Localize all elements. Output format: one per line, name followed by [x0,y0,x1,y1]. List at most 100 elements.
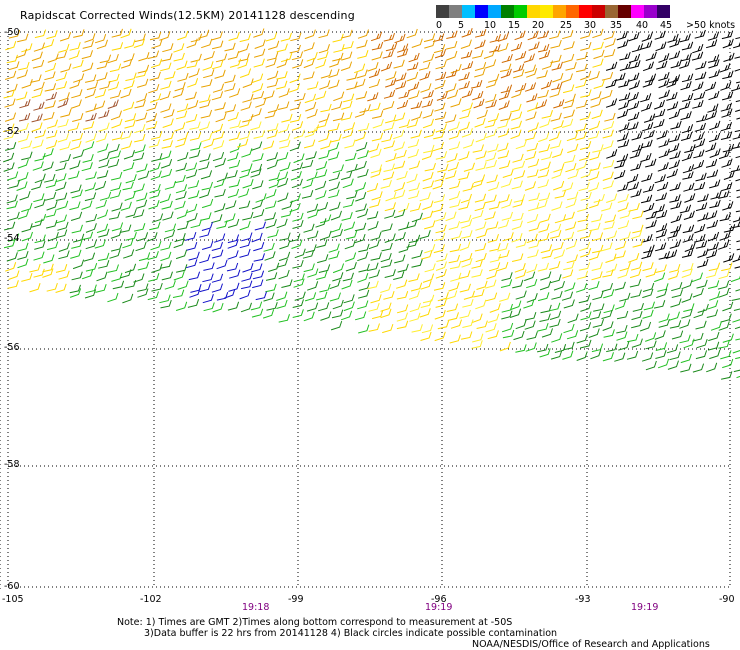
wind-barb [527,30,539,41]
wind-barb [18,61,30,71]
wind-barb [707,31,720,41]
wind-barb [109,150,121,160]
wind-barb [524,64,536,74]
wind-barb [553,180,565,191]
wind-barb [8,211,20,221]
wind-barb [631,311,643,321]
wind-barb [159,31,171,41]
wind-barb [96,60,109,70]
wind-barb [242,93,254,103]
wind-barb [59,32,72,42]
wind-barb [643,129,655,140]
wind-barb [668,74,681,84]
wind-barb [175,249,188,260]
wind-barb [537,89,549,99]
wind-barb [692,332,704,342]
wind-barb [15,48,28,59]
wind-barb [111,272,123,282]
wind-barb [98,159,110,169]
wind-barb [561,291,574,301]
wind-barb [29,263,41,273]
wind-barb [122,293,134,304]
wind-barb [146,101,158,112]
wind-barb [201,181,213,191]
wind-barb [255,291,267,301]
wind-barb [614,169,626,180]
wind-barb [540,271,552,281]
wind-barb [658,313,670,323]
wind-barb [498,249,510,259]
wind-barb [435,261,447,271]
wind-barb [540,244,553,254]
wind-barb [718,340,730,349]
wind-barb [125,72,137,82]
wind-barb [424,263,436,273]
wind-barb [72,149,85,159]
wind-barb [46,139,58,150]
wind-barb [406,219,418,229]
wind-barb [201,221,213,231]
wind-barb [344,239,356,250]
wind-barb [6,54,18,64]
wind-barb [160,168,173,178]
wind-barb [381,223,393,232]
wind-barb [422,180,434,190]
wind-barb [671,289,683,298]
wind-barb [722,70,734,80]
wind-barb [538,132,550,143]
wind-barb [708,331,720,342]
wind-barb [548,30,561,40]
wind-barb [200,170,213,180]
wind-barb [108,211,121,220]
wind-barb [69,201,81,211]
wind-barb [527,122,539,133]
wind-barb [17,209,29,220]
wind-barb [681,268,693,278]
wind-barb [239,33,251,43]
wind-barb [189,149,201,159]
wind-barb [617,193,629,203]
wind-barb [18,112,31,122]
wind-barb [434,102,446,112]
wind-barb [589,198,601,209]
wind-barb [605,230,618,240]
wind-barb [134,133,146,143]
wind-barb [461,88,473,99]
wind-barb [111,222,124,232]
wind-barb [576,351,588,361]
wind-barb [98,152,110,162]
wind-barb [7,233,20,242]
wind-barb [238,43,250,53]
wind-barb [513,330,525,341]
wind-barb [86,81,99,91]
wind-barb [71,132,84,142]
wind-speed-legend [436,5,670,19]
wind-barb [732,132,740,140]
wind-barb [549,302,561,312]
wind-barb [69,288,82,298]
wind-barb [449,180,461,190]
wind-barb [666,344,679,354]
wind-barb [224,288,236,299]
wind-barb [199,153,211,163]
wind-barb [681,93,694,102]
wind-barb [536,70,548,79]
wind-barb [628,203,640,212]
wind-barb [606,149,618,159]
wind-barb [340,310,353,321]
wind-barb [593,303,605,312]
wind-barb [589,151,601,161]
wind-barb [239,168,251,179]
wind-barb [187,78,199,88]
wind-barb [385,71,397,81]
wind-barb [448,254,460,264]
wind-barb [539,348,551,358]
wind-barb [124,191,136,201]
wind-barb [601,89,613,100]
wind-barb [537,262,549,272]
wind-barb [160,150,172,160]
wind-barb [7,280,19,289]
wind-barb [474,202,486,212]
wind-barb [552,241,564,251]
wind-barb [366,183,379,193]
